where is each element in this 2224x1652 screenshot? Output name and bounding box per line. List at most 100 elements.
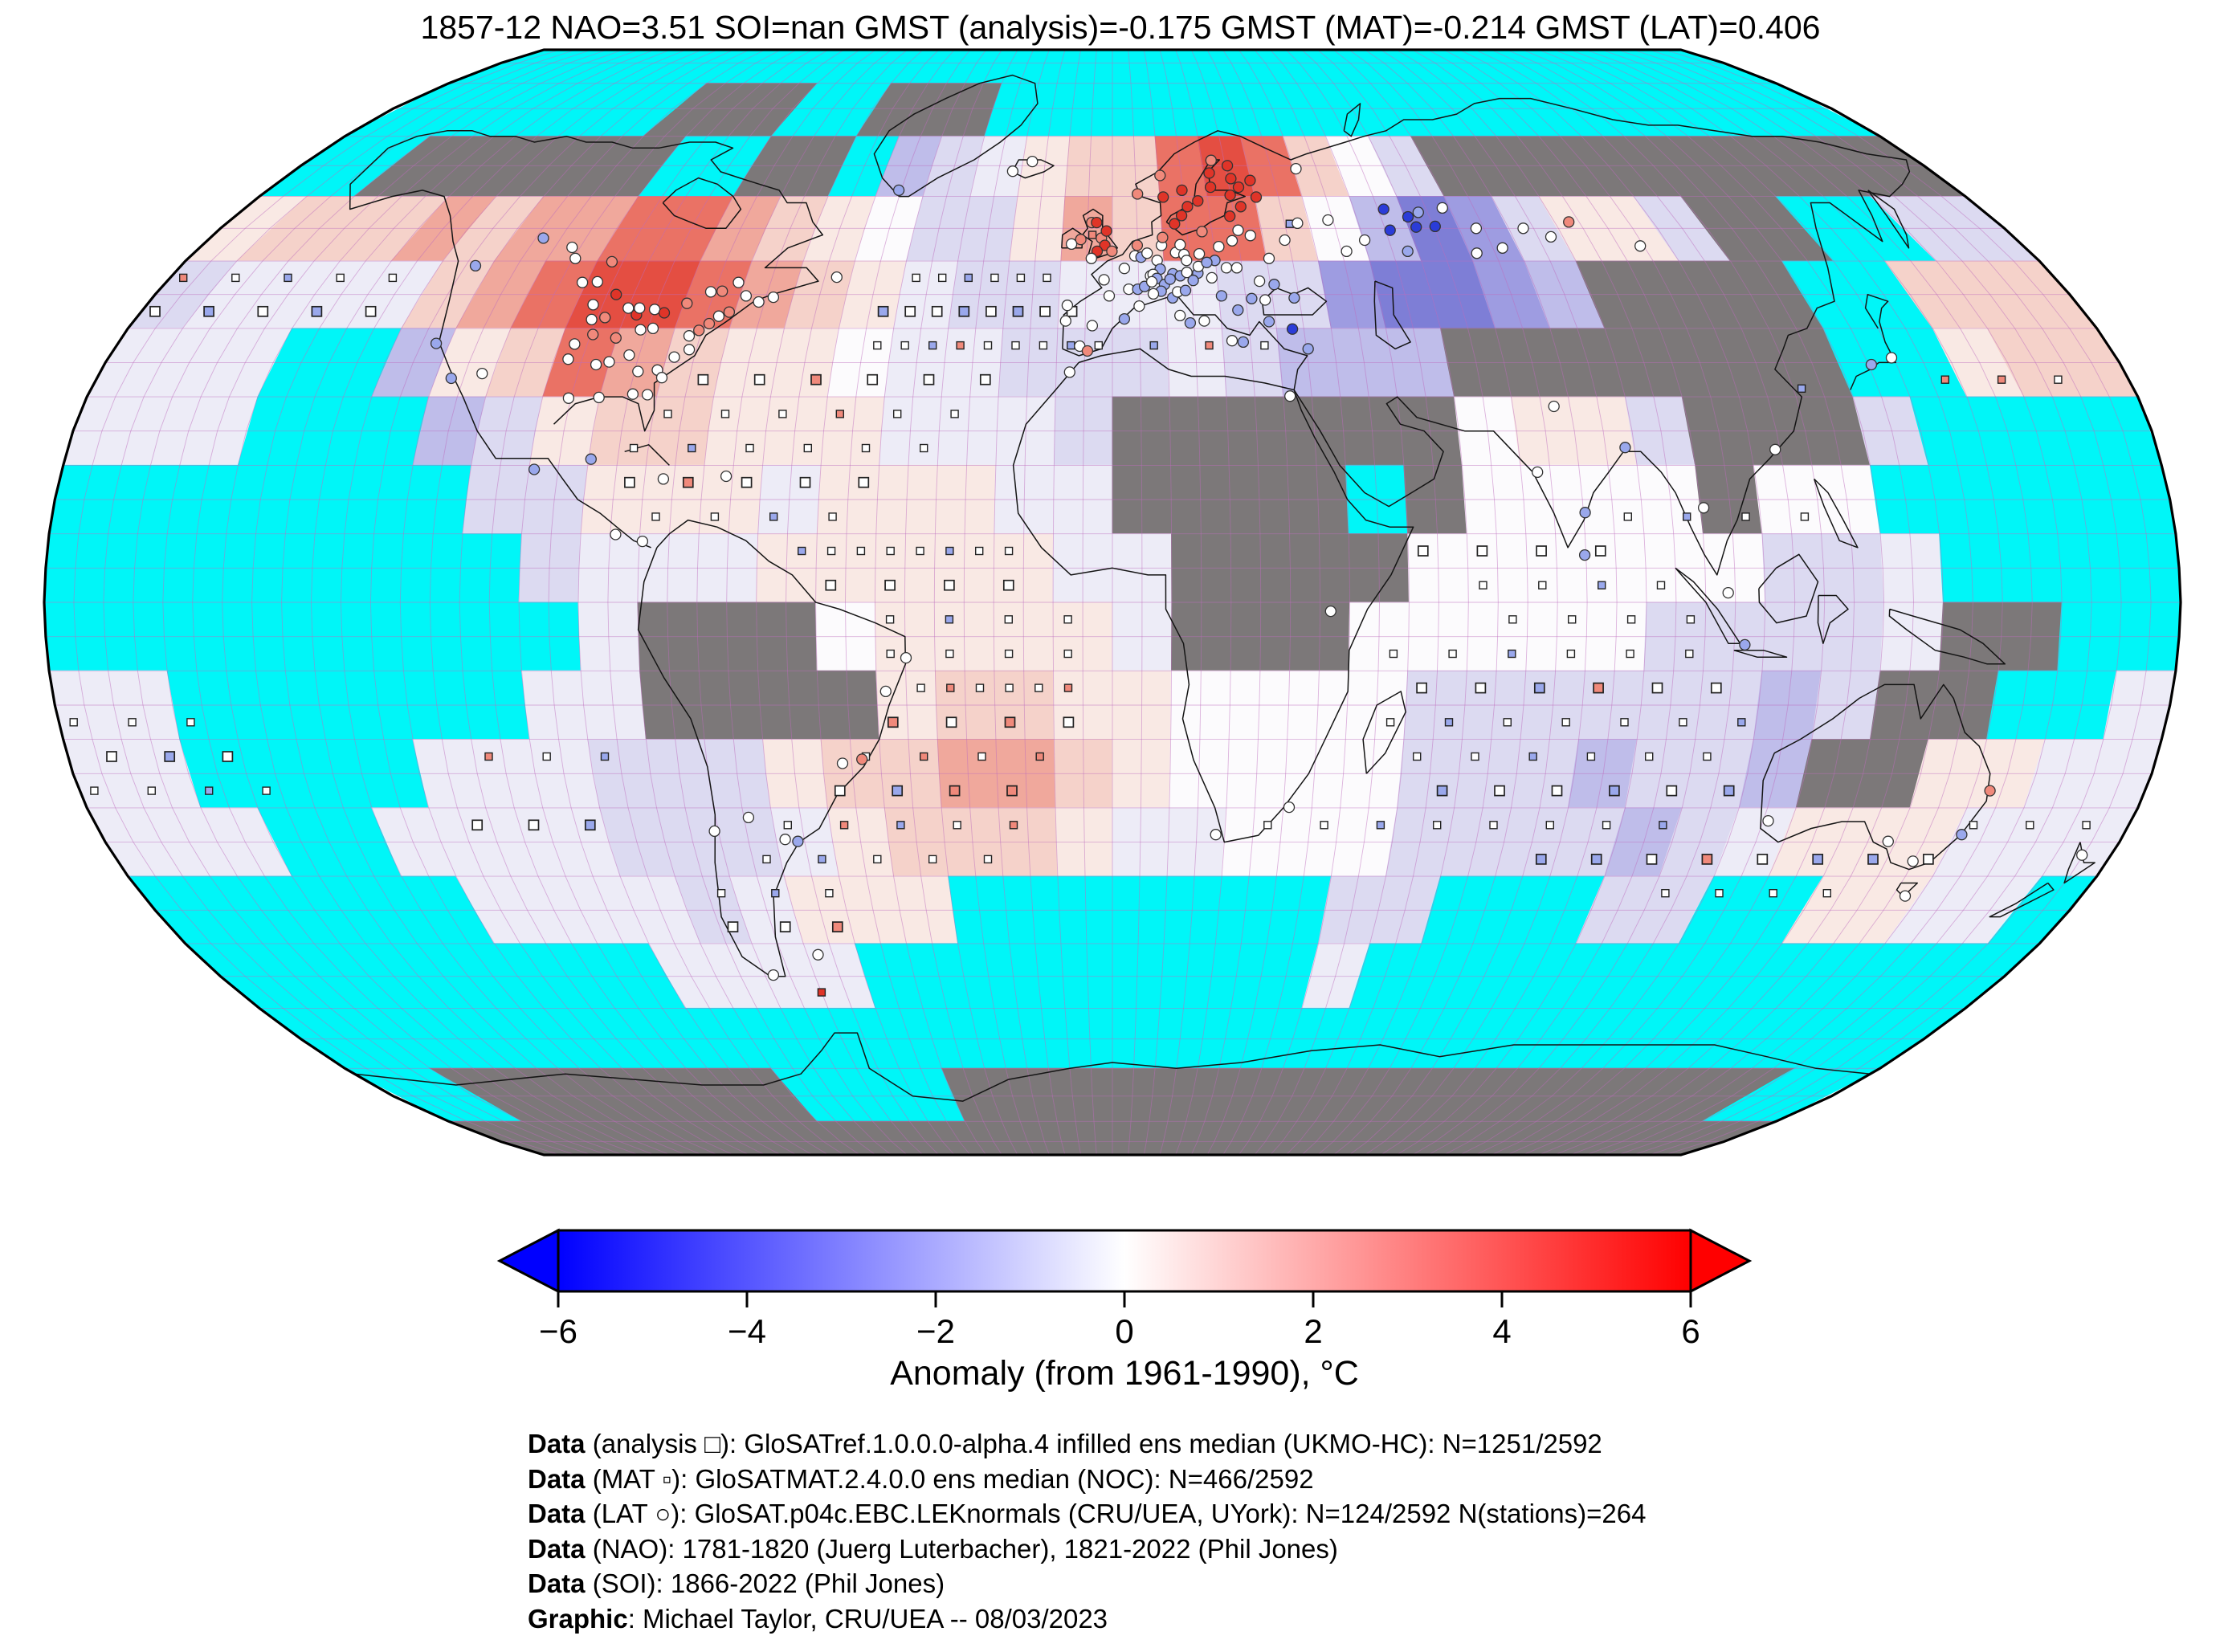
station-marker-circle <box>610 528 622 540</box>
station-marker-square <box>741 476 753 488</box>
station-marker-circle <box>1410 221 1422 233</box>
station-marker-circle <box>635 324 647 336</box>
station-marker-circle <box>1133 300 1145 312</box>
station-marker-square <box>1590 854 1602 865</box>
graticule-meridian <box>459 49 765 1156</box>
station-marker-circle <box>1341 245 1353 258</box>
station-marker-square <box>1489 821 1498 830</box>
station-marker-square <box>1448 649 1457 659</box>
station-marker-square <box>1686 615 1696 624</box>
station-marker-square <box>884 579 896 591</box>
graticule-meridian <box>933 49 1018 1156</box>
graticule-meridian <box>1412 49 1677 1156</box>
graticule-meridian <box>192 49 623 1156</box>
station-marker-circle <box>1384 224 1396 236</box>
station-marker-circle <box>1907 855 1919 867</box>
station-marker-square <box>1538 581 1547 589</box>
station-marker-circle <box>1253 275 1266 288</box>
graticule-meridian <box>993 49 1050 1156</box>
station-marker-circle <box>1196 226 1208 238</box>
station-marker-circle <box>732 276 745 288</box>
station-marker-circle <box>879 685 892 698</box>
colorbar: −6 −4 −2 0 2 4 6 <box>496 1228 1753 1350</box>
station-marker-square <box>945 546 954 556</box>
station-marker-square <box>1723 785 1735 797</box>
station-marker-circle <box>1230 262 1243 274</box>
station-marker-square <box>937 273 947 283</box>
station-marker-circle <box>1739 638 1751 651</box>
station-marker-square <box>803 443 812 453</box>
station-marker-circle <box>1619 442 1631 454</box>
station-marker-circle <box>1412 206 1424 218</box>
station-marker-circle <box>1471 247 1483 259</box>
station-marker-square <box>1149 341 1158 350</box>
coastline <box>1343 103 1361 137</box>
station-marker-circle <box>856 753 868 765</box>
graticule-meridian <box>1365 49 1588 1156</box>
station-marker-square <box>1503 718 1512 727</box>
station-marker-square <box>1508 615 1517 624</box>
station-marker-square <box>471 819 484 831</box>
station-marker-circle <box>1259 294 1271 306</box>
graticule-meridian <box>607 49 844 1156</box>
station-marker-square <box>1536 545 1547 557</box>
station-marker-circle <box>1201 256 1213 268</box>
coastline <box>1758 553 1819 624</box>
station-marker-square <box>1626 649 1634 659</box>
station-marker-square <box>149 305 161 317</box>
station-marker-circle <box>1225 173 1237 185</box>
station-marker-square <box>990 273 999 283</box>
colorbar-extend-left <box>496 1228 560 1294</box>
station-marker-circle <box>1205 154 1217 166</box>
grid-cell <box>1069 83 1113 137</box>
graticule-meridian <box>1523 49 1885 1156</box>
station-marker-circle <box>1283 801 1296 814</box>
station-marker-square <box>1004 615 1014 624</box>
station-marker-square <box>257 305 269 317</box>
station-marker-circle <box>2076 849 2088 861</box>
station-marker-circle <box>1762 814 1774 827</box>
station-marker-circle <box>1206 271 1218 284</box>
coastline <box>349 147 651 549</box>
station-marker-square <box>1800 512 1810 521</box>
station-marker-square <box>688 443 696 453</box>
station-marker-square <box>186 718 195 727</box>
station-marker-circle <box>1198 315 1210 327</box>
station-marker-circle <box>626 388 639 400</box>
station-marker-square <box>1812 854 1824 865</box>
station-marker-square <box>835 410 845 418</box>
station-marker-circle <box>1263 252 1275 264</box>
station-marker-circle <box>1517 222 1529 235</box>
station-marker-square <box>892 410 902 418</box>
station-marker-circle <box>704 286 717 298</box>
station-marker-circle <box>1697 502 1710 514</box>
station-marker-circle <box>1234 201 1247 213</box>
map-outline <box>43 48 2182 1156</box>
station-marker-square <box>825 888 834 898</box>
station-marker-circle <box>562 353 574 365</box>
station-marker-square <box>1094 341 1104 350</box>
station-marker-square <box>90 786 99 795</box>
station-marker-square <box>1039 341 1048 350</box>
station-marker-circle <box>1268 279 1280 291</box>
station-marker-square <box>783 821 792 830</box>
station-marker-circle <box>1324 605 1336 618</box>
station-marker-square <box>1594 545 1606 557</box>
coastline <box>354 1032 1871 1102</box>
station-marker-square <box>956 341 965 350</box>
station-marker-square <box>1039 305 1051 317</box>
coastline <box>1733 649 1788 658</box>
station-marker-square <box>1004 716 1016 728</box>
station-marker-square <box>762 855 771 864</box>
station-marker-square <box>1389 649 1398 659</box>
station-marker-circle <box>1213 240 1225 253</box>
grid-cell <box>1159 943 1216 1009</box>
station-marker-square <box>979 373 991 385</box>
station-marker-circle <box>657 473 670 485</box>
station-marker-square <box>916 683 925 692</box>
station-marker-circle <box>1377 203 1389 215</box>
graticule-meridian <box>1381 49 1618 1156</box>
station-marker-circle <box>1215 290 1228 302</box>
station-marker-square <box>203 305 214 317</box>
station-marker-square <box>861 443 871 453</box>
